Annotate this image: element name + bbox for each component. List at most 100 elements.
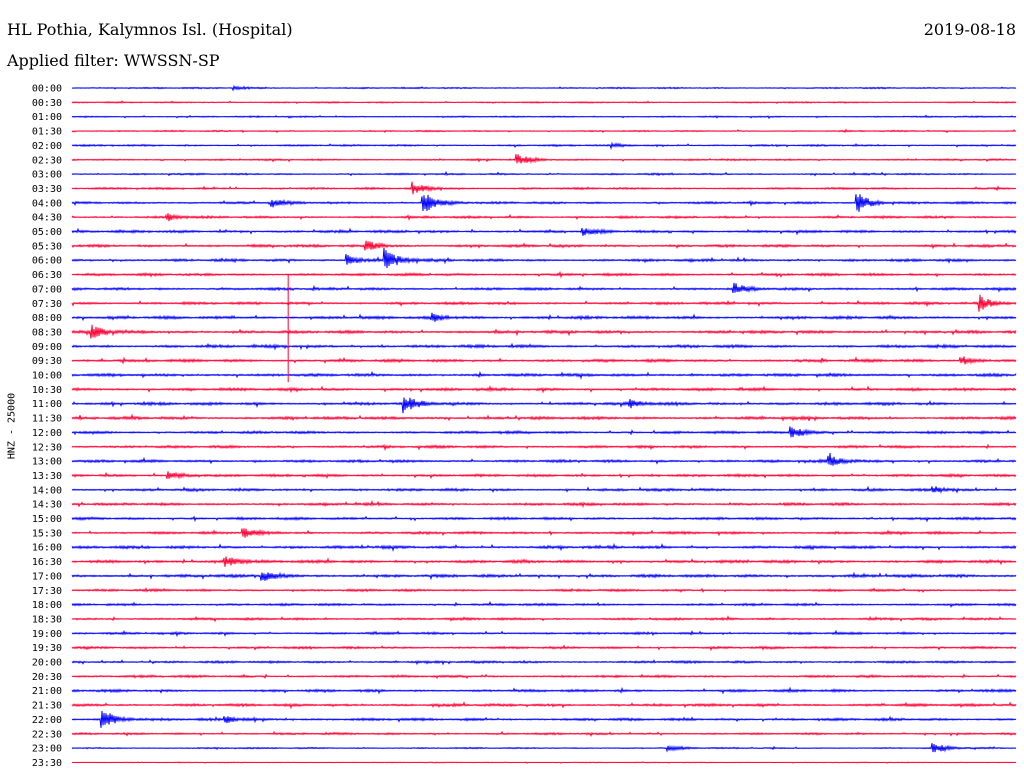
time-label: 11:00 — [32, 399, 62, 410]
trace-2200 — [71, 710, 1017, 728]
time-label: 12:30 — [32, 442, 62, 453]
time-label: 00:00 — [32, 84, 62, 95]
time-label: 05:30 — [32, 241, 62, 252]
trace-2030 — [71, 673, 1017, 680]
time-label: 23:00 — [32, 744, 62, 755]
time-label: 14:30 — [32, 500, 62, 511]
seismic-traces — [71, 84, 1017, 764]
trace-0300 — [71, 170, 1017, 177]
trace-1900 — [71, 629, 1017, 638]
trace-0930 — [71, 356, 1017, 365]
time-label: 01:30 — [32, 127, 62, 138]
time-label: 00:30 — [32, 98, 62, 109]
time-label: 21:00 — [32, 686, 62, 697]
trace-0000 — [71, 84, 1017, 92]
trace-1700 — [71, 571, 1017, 581]
trace-1330 — [71, 471, 1017, 480]
trace-1230 — [71, 443, 1017, 452]
time-label: 13:30 — [32, 471, 62, 482]
time-label: 09:30 — [32, 356, 62, 367]
trace-1200 — [71, 426, 1017, 438]
trace-2130 — [71, 701, 1017, 710]
trace-2100 — [71, 686, 1017, 695]
time-label: 21:30 — [32, 701, 62, 712]
time-label: 17:30 — [32, 586, 62, 597]
trace-2300 — [71, 743, 1017, 753]
time-label: 01:00 — [32, 112, 62, 123]
time-label: 06:30 — [32, 270, 62, 281]
trace-0900 — [71, 342, 1017, 351]
time-label: 22:00 — [32, 715, 62, 726]
trace-0230 — [71, 154, 1017, 165]
time-label: 20:00 — [32, 658, 62, 669]
time-label: 18:30 — [32, 614, 62, 625]
trace-1830 — [71, 615, 1017, 623]
time-label: 03:00 — [32, 170, 62, 181]
trace-0630 — [71, 270, 1017, 279]
time-label: 11:30 — [32, 414, 62, 425]
trace-0600 — [71, 247, 1017, 269]
trace-0730 — [71, 294, 1017, 312]
trace-1930 — [71, 644, 1017, 652]
time-label: 13:00 — [32, 457, 62, 468]
time-label: 23:30 — [32, 758, 62, 769]
time-label: 12:00 — [32, 428, 62, 439]
trace-1730 — [71, 586, 1017, 594]
trace-1030 — [71, 384, 1017, 394]
trace-0500 — [71, 227, 1017, 236]
time-label: 03:30 — [32, 184, 62, 195]
trace-1630 — [71, 556, 1017, 567]
time-label: 02:30 — [32, 155, 62, 166]
time-label: 02:00 — [32, 141, 62, 152]
trace-2230 — [71, 730, 1017, 737]
trace-2330 — [71, 761, 1017, 764]
trace-1300 — [71, 453, 1017, 466]
trace-0430 — [71, 213, 1017, 222]
trace-0830 — [71, 324, 1017, 339]
time-label: 19:00 — [32, 629, 62, 640]
time-label: 04:30 — [32, 213, 62, 224]
trace-1600 — [71, 542, 1017, 553]
trace-1530 — [71, 528, 1017, 538]
filter-label: Applied filter: WWSSN-SP — [7, 51, 220, 70]
trace-1500 — [71, 515, 1017, 523]
time-label: 19:30 — [32, 643, 62, 654]
trace-0030 — [71, 100, 1017, 105]
time-label: 15:00 — [32, 514, 62, 525]
trace-0130 — [71, 128, 1017, 134]
trace-1430 — [71, 499, 1017, 509]
trace-0200 — [71, 141, 1017, 151]
time-label: 06:00 — [32, 256, 62, 267]
time-label: 07:30 — [32, 299, 62, 310]
trace-1130 — [71, 413, 1017, 422]
time-label: 07:00 — [32, 284, 62, 295]
trace-2000 — [71, 659, 1017, 666]
time-label: 17:00 — [32, 571, 62, 582]
time-label: 14:00 — [32, 485, 62, 496]
time-label: 08:30 — [32, 327, 62, 338]
trace-1800 — [71, 600, 1017, 608]
trace-0700 — [71, 282, 1017, 294]
trace-0100 — [71, 114, 1017, 120]
trace-1000 — [71, 370, 1017, 380]
station-title: HL Pothia, Kalymnos Isl. (Hospital) — [7, 20, 293, 39]
time-label: 22:30 — [32, 729, 62, 740]
time-label: 20:30 — [32, 672, 62, 683]
date-label: 2019-08-18 — [923, 20, 1016, 39]
time-label: 15:30 — [32, 528, 62, 539]
time-label: 09:00 — [32, 342, 62, 353]
trace-1400 — [71, 485, 1017, 495]
trace-0530 — [71, 240, 1017, 251]
trace-1100 — [71, 397, 1017, 414]
time-label: 18:00 — [32, 600, 62, 611]
time-label: 16:30 — [32, 557, 62, 568]
trace-0800 — [71, 312, 1017, 322]
time-labels: 00:00 00:30 01:00 01:30 02:00 02:30 03:00 03:30… — [32, 84, 62, 769]
time-label: 04:00 — [32, 198, 62, 209]
time-label: 16:00 — [32, 543, 62, 554]
trace-0330 — [71, 181, 1017, 195]
time-label: 10:30 — [32, 385, 62, 396]
trace-0400 — [71, 194, 1017, 212]
time-label: 05:00 — [32, 227, 62, 238]
